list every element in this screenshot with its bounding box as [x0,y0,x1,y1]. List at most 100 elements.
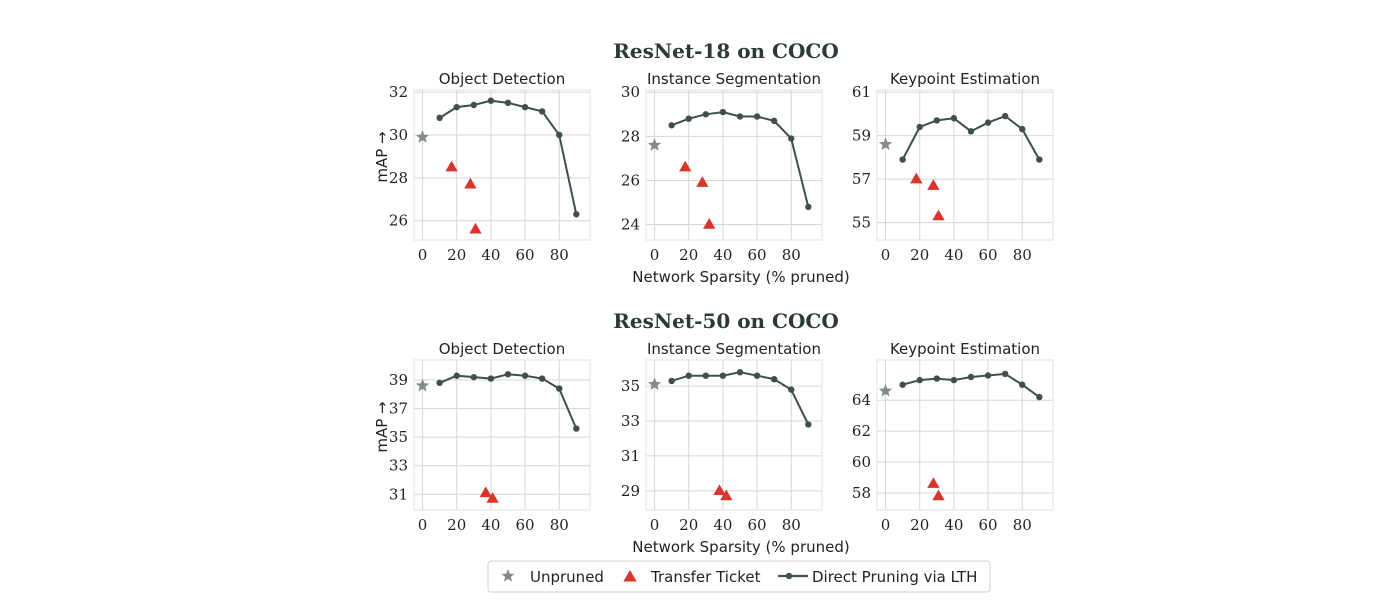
plot-frame [645,359,823,511]
x-tick-label: 40 [944,516,963,534]
direct-pruning-point [538,375,546,382]
direct-pruning-point [556,385,563,392]
x-tick-label: 20 [447,516,466,534]
transfer-ticket-marker [927,477,940,488]
transfer-ticket-marker [464,177,477,189]
direct-pruning-point [1001,370,1009,378]
y-tick-label: 30 [621,83,640,101]
y-tick-label: 37 [389,400,408,418]
subplot-title: Object Detection [439,340,566,358]
y-tick-label: 28 [389,169,408,187]
transfer-ticket-marker [927,179,940,190]
direct-pruning-point [436,114,443,122]
subplot-title: Instance Segmentation [647,340,821,358]
unpruned-star-marker [878,137,893,151]
x-tick-label: 20 [679,516,698,534]
direct-pruning-point [736,113,744,120]
direct-pruning-point [521,103,529,111]
direct-pruning-point [770,117,778,125]
y-tick-label: 62 [852,422,871,440]
x-tick-label: 20 [679,246,698,264]
transfer-ticket-marker [486,492,499,503]
direct-pruning-point [573,211,580,218]
x-tick-label: 60 [979,516,998,534]
direct-pruning-point [1001,112,1009,120]
direct-pruning-point [436,379,443,387]
transfer-ticket-marker [713,484,726,496]
direct-pruning-point [753,372,761,379]
ylabel-row-1: mAP → [373,131,391,182]
direct-pruning-point [702,372,710,379]
direct-pruning-point [1036,393,1043,401]
x-tick-label: 20 [910,246,929,264]
direct-pruning-point [556,131,563,139]
direct-pruning-point [984,372,992,379]
direct-pruning-point [487,97,495,104]
x-tick-label: 80 [782,516,801,534]
y-tick-label: 30 [389,126,408,144]
direct-pruning-point [788,135,795,142]
y-tick-label: 35 [389,428,408,446]
direct-pruning-point [916,123,923,131]
transfer-ticket-marker [932,489,945,501]
direct-pruning-point [967,373,975,381]
legend-dot-shape [785,572,793,580]
direct-pruning-point [504,371,512,378]
x-tick-label: 0 [650,246,660,264]
x-tick-label: 0 [418,516,428,534]
plot-frame [413,359,591,511]
direct-pruning-point [453,103,460,111]
x-tick-label: 80 [550,246,569,264]
direct-pruning-point [916,376,923,384]
direct-pruning-point [668,122,675,129]
subplot-3: 0 20 40 60 80 55 57 59 61 Keypoint Estimation [852,70,1054,264]
subplot-grid: 0 20 40 60 80 26 28 30 32 Object Detection 0 20 40 60… [389,70,1054,534]
subplot-4: 0 20 40 60 80 31 33 35 37 39 Object Detection [389,340,591,534]
transfer-ticket-marker [479,486,492,498]
y-tick-label: 61 [852,83,871,101]
plot-frame [413,89,591,241]
legend-triangle-shape [623,570,637,582]
direct-pruning-point [573,425,580,432]
y-tick-label: 33 [621,412,640,430]
x-tick-label: 40 [944,246,963,264]
direct-pruning-point [685,372,692,379]
y-tick-label: 55 [852,214,871,232]
y-tick-label: 24 [621,216,640,234]
subplot-5: 0 20 40 60 80 29 31 33 35 Instance Segmentation [621,340,823,534]
x-tick-label: 60 [979,246,998,264]
transfer-ticket-marker [910,172,923,184]
direct-pruning-point [933,117,941,124]
subplot-2: 0 20 40 60 80 24 26 28 30 Instance Segmentation [621,70,823,264]
plot-frame [876,89,1054,241]
y-tick-label: 26 [389,212,408,230]
direct-pruning-point [521,372,529,379]
x-tick-label: 60 [516,516,535,534]
legend-transfer-label: Transfer Ticket [650,568,761,586]
unpruned-star-marker [878,383,893,397]
legend: Unpruned Transfer Ticket Direct Pruning … [487,560,991,593]
direct-pruning-point [538,108,546,115]
subplot-title: Instance Segmentation [647,70,821,88]
direct-pruning-point [805,421,812,428]
y-tick-label: 31 [389,485,408,503]
y-tick-label: 29 [621,482,640,500]
direct-pruning-point [788,386,795,393]
plot-frame [876,359,1054,511]
y-tick-label: 31 [621,447,640,465]
direct-pruning-point [984,119,992,126]
direct-pruning-point [487,375,495,382]
unpruned-star-marker [647,138,662,151]
x-tick-label: 60 [748,516,767,534]
direct-pruning-line [901,114,1041,161]
y-tick-label: 58 [852,484,871,502]
direct-pruning-point [736,369,744,376]
x-tick-label: 40 [481,516,500,534]
row-title-resnet18: ResNet-18 on COCO [613,39,838,63]
y-tick-label: 33 [389,457,408,475]
xlabel-row-2: Network Sparsity (% pruned) [632,538,850,556]
subplot-title: Object Detection [439,70,566,88]
direct-pruning-point [668,377,675,385]
subplot-6: 0 20 40 60 80 58 60 62 64 Keypoint Estimation [852,340,1054,534]
unpruned-star-marker [415,378,430,392]
